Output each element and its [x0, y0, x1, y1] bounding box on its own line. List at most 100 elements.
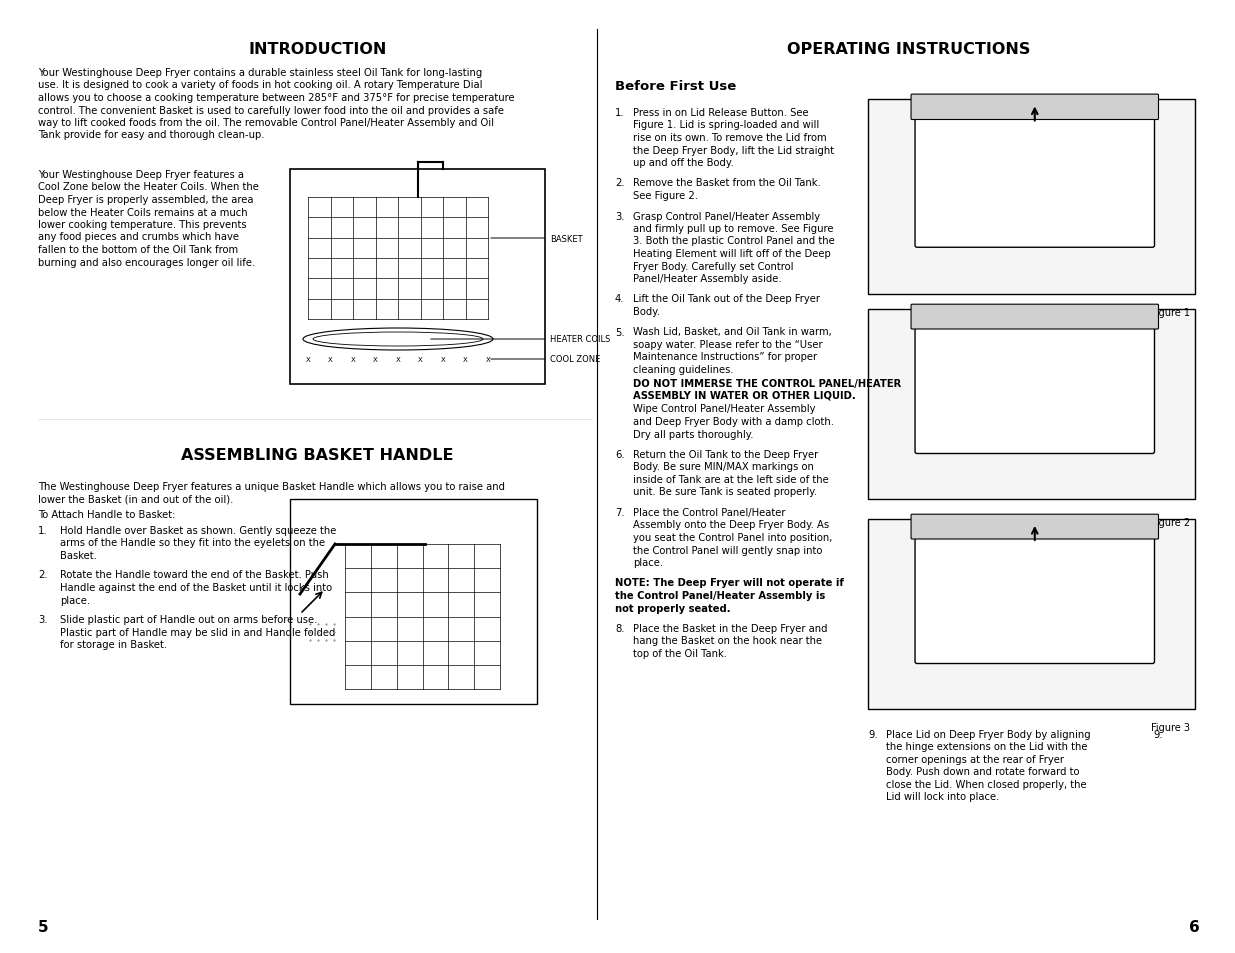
FancyBboxPatch shape [915, 327, 1155, 454]
Text: 8.: 8. [615, 623, 625, 634]
Text: allows you to choose a cooking temperature between 285°F and 375°F for precise t: allows you to choose a cooking temperatu… [38, 92, 515, 103]
Text: lower cooking temperature. This prevents: lower cooking temperature. This prevents [38, 220, 247, 230]
Text: Body. Be sure MIN/MAX markings on: Body. Be sure MIN/MAX markings on [634, 462, 814, 472]
Text: Basket.: Basket. [61, 551, 96, 560]
Text: COOL ZONE: COOL ZONE [490, 355, 600, 364]
Text: X: X [419, 356, 422, 363]
Text: and firmly pull up to remove. See Figure: and firmly pull up to remove. See Figure [634, 224, 834, 233]
Text: X: X [485, 356, 490, 363]
Text: 3.: 3. [38, 615, 47, 624]
Text: top of the Oil Tank.: top of the Oil Tank. [634, 648, 727, 659]
Text: 3. Both the plastic Control Panel and the: 3. Both the plastic Control Panel and th… [634, 236, 835, 246]
Text: Lid will lock into place.: Lid will lock into place. [885, 792, 999, 801]
Text: 1.: 1. [38, 525, 48, 536]
FancyBboxPatch shape [911, 305, 1158, 330]
Text: below the Heater Coils remains at a much: below the Heater Coils remains at a much [38, 208, 248, 217]
Text: Press in on Lid Release Button. See: Press in on Lid Release Button. See [634, 108, 809, 118]
Text: Wash Lid, Basket, and Oil Tank in warm,: Wash Lid, Basket, and Oil Tank in warm, [634, 327, 831, 337]
Text: DO NOT IMMERSE THE CONTROL PANEL/HEATER: DO NOT IMMERSE THE CONTROL PANEL/HEATER [634, 378, 902, 388]
Text: ASSEMBLY IN WATER OR OTHER LIQUID.: ASSEMBLY IN WATER OR OTHER LIQUID. [634, 391, 856, 400]
Text: soapy water. Please refer to the “User: soapy water. Please refer to the “User [634, 339, 823, 350]
Text: To Attach Handle to Basket:: To Attach Handle to Basket: [38, 510, 175, 519]
Text: not properly seated.: not properly seated. [615, 603, 731, 613]
Text: X: X [305, 356, 310, 363]
Text: Remove the Basket from the Oil Tank.: Remove the Basket from the Oil Tank. [634, 178, 821, 189]
Text: and Deep Fryer Body with a damp cloth.: and Deep Fryer Body with a damp cloth. [634, 416, 834, 427]
Text: Before First Use: Before First Use [615, 80, 736, 92]
Text: arms of the Handle so they fit into the eyelets on the: arms of the Handle so they fit into the … [61, 537, 325, 548]
Text: Your Westinghouse Deep Fryer contains a durable stainless steel Oil Tank for lon: Your Westinghouse Deep Fryer contains a … [38, 68, 482, 78]
Text: X: X [373, 356, 378, 363]
Text: inside of Tank are at the left side of the: inside of Tank are at the left side of t… [634, 475, 829, 484]
Ellipse shape [312, 333, 483, 347]
Text: X: X [441, 356, 446, 363]
Text: See Figure 2.: See Figure 2. [634, 191, 698, 201]
Text: Body.: Body. [634, 307, 659, 316]
Text: Heating Element will lift off of the Deep: Heating Element will lift off of the Dee… [634, 249, 831, 258]
Text: 7.: 7. [615, 507, 625, 517]
Text: X: X [463, 356, 468, 363]
Bar [868, 100, 1195, 294]
Text: burning and also encourages longer oil life.: burning and also encourages longer oil l… [38, 257, 256, 267]
Text: Assembly onto the Deep Fryer Body. As: Assembly onto the Deep Fryer Body. As [634, 520, 829, 530]
Text: Plastic part of Handle may be slid in and Handle folded: Plastic part of Handle may be slid in an… [61, 627, 336, 637]
Text: 1.: 1. [615, 108, 625, 118]
Text: fallen to the bottom of the Oil Tank from: fallen to the bottom of the Oil Tank fro… [38, 245, 238, 254]
Bar [290, 499, 537, 704]
Text: close the Lid. When closed properly, the: close the Lid. When closed properly, the [885, 780, 1087, 789]
Text: Figure 1: Figure 1 [1151, 308, 1191, 317]
Text: Hold Handle over Basket as shown. Gently squeeze the: Hold Handle over Basket as shown. Gently… [61, 525, 336, 536]
Text: unit. Be sure Tank is seated properly.: unit. Be sure Tank is seated properly. [634, 487, 818, 497]
Text: hang the Basket on the hook near the: hang the Basket on the hook near the [634, 636, 823, 646]
Text: Figure 3: Figure 3 [1151, 722, 1191, 732]
Text: Figure 2: Figure 2 [1151, 517, 1191, 527]
Text: X: X [395, 356, 400, 363]
Text: 3.: 3. [615, 212, 625, 221]
Text: Handle against the end of the Basket until it locks into: Handle against the end of the Basket unt… [61, 582, 332, 593]
Text: 9.: 9. [868, 729, 878, 740]
Text: the Deep Fryer Body, lift the Lid straight: the Deep Fryer Body, lift the Lid straig… [634, 146, 834, 155]
Text: the Control Panel will gently snap into: the Control Panel will gently snap into [634, 545, 823, 555]
Text: X: X [329, 356, 333, 363]
Text: Place the Basket in the Deep Fryer and: Place the Basket in the Deep Fryer and [634, 623, 827, 634]
Text: HEATER COILS: HEATER COILS [431, 335, 610, 344]
Text: Body. Push down and rotate forward to: Body. Push down and rotate forward to [885, 767, 1079, 777]
FancyBboxPatch shape [915, 537, 1155, 664]
Text: Figure 1. Lid is spring-loaded and will: Figure 1. Lid is spring-loaded and will [634, 120, 819, 131]
Bar [290, 170, 545, 385]
Text: Grasp Control Panel/Heater Assembly: Grasp Control Panel/Heater Assembly [634, 212, 820, 221]
Text: Dry all parts thoroughly.: Dry all parts thoroughly. [634, 429, 753, 439]
Text: Place the Control Panel/Heater: Place the Control Panel/Heater [634, 507, 785, 517]
Text: 2.: 2. [615, 178, 625, 189]
Text: Lift the Oil Tank out of the Deep Fryer: Lift the Oil Tank out of the Deep Fryer [634, 294, 820, 304]
Text: place.: place. [61, 595, 90, 605]
Text: for storage in Basket.: for storage in Basket. [61, 639, 167, 649]
Text: Tank provide for easy and thorough clean-up.: Tank provide for easy and thorough clean… [38, 131, 264, 140]
Text: cleaning guidelines.: cleaning guidelines. [634, 365, 737, 375]
Text: 5: 5 [38, 919, 48, 934]
Bar [868, 310, 1195, 499]
Text: NOTE: The Deep Fryer will not operate if: NOTE: The Deep Fryer will not operate if [615, 578, 844, 588]
Text: 6: 6 [1189, 919, 1200, 934]
Text: Panel/Heater Assembly aside.: Panel/Heater Assembly aside. [634, 274, 782, 284]
Text: Cool Zone below the Heater Coils. When the: Cool Zone below the Heater Coils. When t… [38, 182, 259, 193]
Text: the hinge extensions on the Lid with the: the hinge extensions on the Lid with the [885, 741, 1088, 752]
Text: INTRODUCTION: INTRODUCTION [248, 42, 387, 57]
Text: Deep Fryer is properly assembled, the area: Deep Fryer is properly assembled, the ar… [38, 194, 253, 205]
Text: Maintenance Instructions” for proper: Maintenance Instructions” for proper [634, 352, 818, 362]
FancyBboxPatch shape [915, 117, 1155, 248]
Text: OPERATING INSTRUCTIONS: OPERATING INSTRUCTIONS [787, 42, 1030, 57]
Text: lower the Basket (in and out of the oil).: lower the Basket (in and out of the oil)… [38, 494, 233, 504]
Text: Fryer Body. Carefully set Control: Fryer Body. Carefully set Control [634, 261, 794, 272]
Bar [868, 519, 1195, 709]
Text: 9.: 9. [1153, 729, 1162, 740]
Text: corner openings at the rear of Fryer: corner openings at the rear of Fryer [885, 754, 1065, 764]
Text: Your Westinghouse Deep Fryer features a: Your Westinghouse Deep Fryer features a [38, 170, 245, 180]
Text: control. The convenient Basket is used to carefully lower food into the oil and : control. The convenient Basket is used t… [38, 106, 504, 115]
Text: way to lift cooked foods from the oil. The removable Control Panel/Heater Assemb: way to lift cooked foods from the oil. T… [38, 118, 494, 128]
Text: Place Lid on Deep Fryer Body by aligning: Place Lid on Deep Fryer Body by aligning [885, 729, 1091, 740]
Text: 2.: 2. [38, 570, 48, 579]
FancyBboxPatch shape [911, 95, 1158, 120]
Text: Slide plastic part of Handle out on arms before use.: Slide plastic part of Handle out on arms… [61, 615, 317, 624]
Text: use. It is designed to cook a variety of foods in hot cooking oil. A rotary Temp: use. It is designed to cook a variety of… [38, 80, 483, 91]
